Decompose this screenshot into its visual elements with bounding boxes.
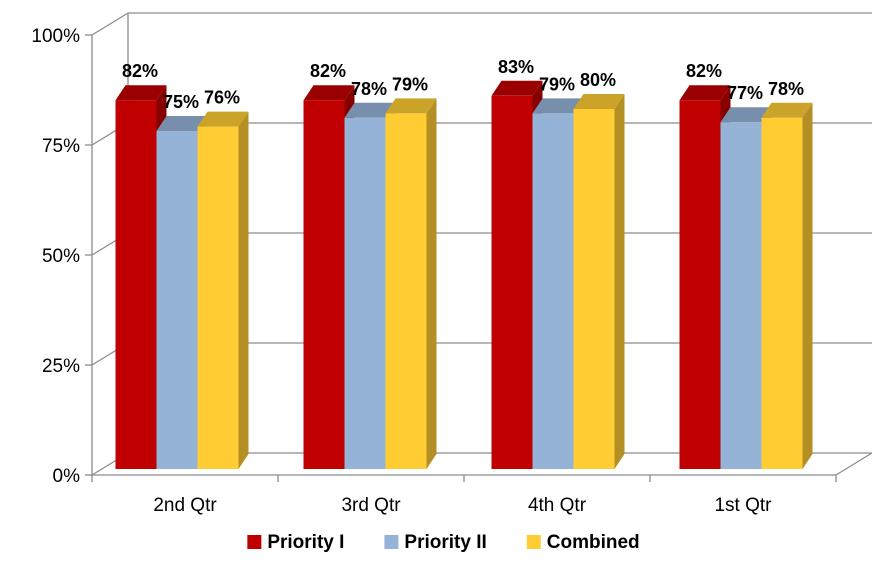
- bar-top: [344, 102, 396, 118]
- bar-top: [679, 85, 731, 101]
- bar-top: [491, 80, 543, 96]
- data-label: 79%: [392, 74, 428, 94]
- legend-label: Priority II: [404, 532, 486, 553]
- bar-top: [720, 107, 772, 123]
- data-label: 83%: [498, 57, 534, 77]
- bar-front: [115, 100, 157, 469]
- x-tick-label: 2nd Qtr: [153, 495, 217, 516]
- data-label: 82%: [122, 61, 158, 81]
- legend-swatch: [526, 535, 541, 549]
- bar-front: [532, 113, 574, 470]
- legend-item: Priority II: [384, 532, 487, 553]
- bar-top: [156, 116, 208, 131]
- legend-label: Priority I: [267, 532, 344, 553]
- bar-front: [679, 100, 721, 469]
- y-tick-label: 0%: [53, 466, 81, 487]
- gridline-side: [91, 12, 129, 36]
- bar: [761, 102, 813, 470]
- bar: [197, 111, 249, 469]
- data-label: 79%: [539, 74, 575, 94]
- bar-top: [115, 85, 167, 101]
- bar-top: [303, 85, 355, 101]
- bar-front: [156, 131, 198, 469]
- legend-swatch: [384, 535, 399, 549]
- data-label: 77%: [727, 83, 763, 103]
- y-tick-label: 100%: [31, 26, 80, 47]
- bar: [385, 98, 437, 470]
- bar-front: [344, 117, 386, 470]
- floor-edge: [835, 452, 873, 476]
- bar-front: [491, 95, 533, 470]
- bar-group: [115, 80, 813, 470]
- data-label: 76%: [204, 88, 240, 108]
- data-label: 80%: [580, 70, 616, 90]
- y-tick-label: 75%: [42, 136, 80, 157]
- legend-item: Priority I: [247, 532, 344, 553]
- x-tick-label: 1st Qtr: [714, 495, 772, 516]
- x-tick-label: 4th Qtr: [528, 495, 587, 516]
- bar-front: [573, 109, 615, 469]
- bar-front: [197, 126, 239, 469]
- y-tick-label: 25%: [42, 356, 80, 377]
- bar-side: [614, 94, 625, 469]
- bar-top: [385, 98, 437, 114]
- data-label: 82%: [686, 61, 722, 81]
- data-label: 75%: [163, 92, 199, 112]
- legend-label: Combined: [547, 532, 640, 553]
- bar-front: [303, 100, 345, 469]
- bar: [573, 94, 625, 469]
- legend-swatch: [247, 535, 262, 549]
- bar-front: [720, 122, 762, 469]
- x-axis: 2nd Qtr 3rd Qtr 4th Qtr 1st Qtr: [91, 474, 837, 516]
- bar-side: [238, 111, 249, 469]
- data-labels: 82%75% 76%82%78% 79%83%79% 80% 82%77% 78%: [122, 57, 804, 112]
- bar-top: [197, 111, 249, 127]
- bar-side: [426, 98, 437, 470]
- x-tick-label: 3rd Qtr: [341, 495, 401, 516]
- data-label: 82%: [310, 61, 346, 81]
- data-label: 78%: [768, 79, 804, 99]
- bar-top: [573, 94, 625, 109]
- y-axis-ticks: 0% 25% 50% 75% 100%: [31, 26, 92, 487]
- legend-item: Combined: [526, 532, 640, 553]
- legend: Priority I Priority II Combined: [247, 532, 640, 553]
- bar-front: [761, 117, 803, 470]
- bar-front: [385, 113, 427, 470]
- data-label: 78%: [351, 79, 387, 99]
- bar-top: [761, 102, 813, 118]
- bar-side: [802, 102, 813, 470]
- bar-top: [532, 98, 584, 114]
- y-tick-label: 50%: [42, 246, 80, 267]
